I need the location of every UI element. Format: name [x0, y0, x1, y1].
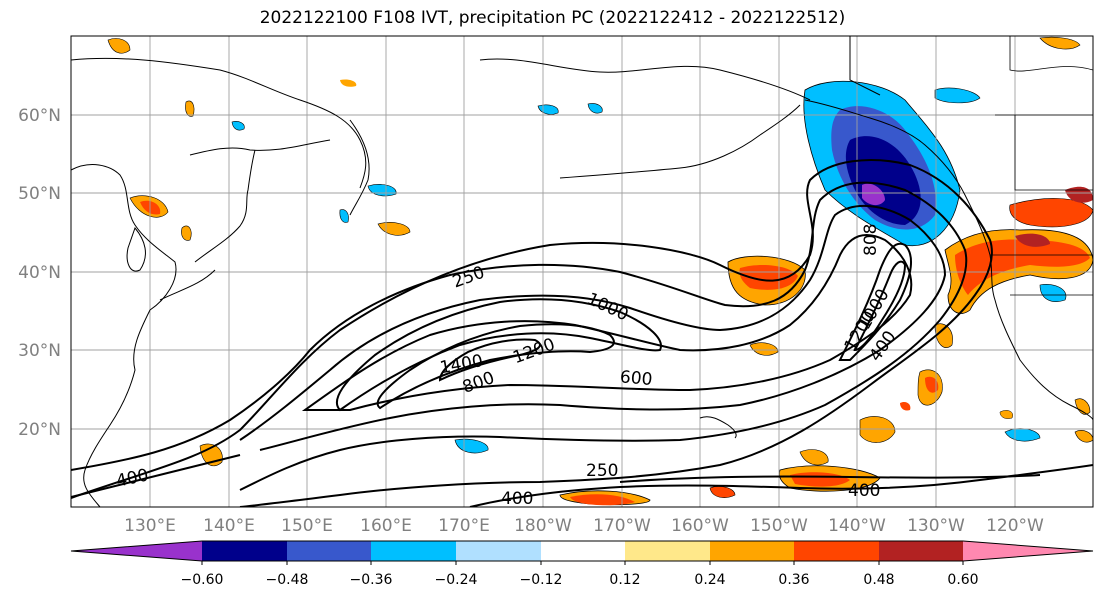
colorbar-segment — [541, 541, 625, 561]
contour-label: 400 — [848, 481, 880, 501]
coast-japan — [194, 149, 256, 263]
colorbar-segment — [794, 541, 879, 561]
lon-label: 170°E — [438, 516, 490, 536]
contour-label: 400 — [501, 489, 533, 509]
lat-label: 40°N — [18, 263, 61, 283]
colorbar-tick-label: −0.24 — [434, 572, 478, 588]
lon-label: 120°W — [986, 516, 1044, 536]
gridlines — [71, 36, 1093, 507]
colorbar-segment — [625, 541, 710, 561]
coast-siberia — [71, 57, 367, 189]
contour-label: 600 — [619, 367, 653, 390]
coastlines — [71, 36, 1093, 507]
contour-250-bottom — [619, 474, 1041, 483]
colorbar-segment — [202, 541, 287, 561]
contour-1000 — [335, 298, 662, 412]
plot-frame — [70, 35, 1094, 508]
colorbar-tick-label: 0.60 — [947, 572, 979, 588]
colorbar-segment — [287, 541, 371, 561]
contour-1000-east — [853, 260, 907, 352]
coast-bering-east — [479, 58, 811, 101]
coast-alaska — [804, 99, 1093, 421]
lon-label: 180°W — [514, 516, 572, 536]
lat-labels: 60°N 50°N 40°N 30°N 20°N — [18, 106, 61, 440]
lon-label: 130°W — [907, 516, 965, 536]
colorbar — [70, 540, 1094, 565]
contour-400-outer — [71, 181, 968, 491]
contour-600 — [239, 204, 947, 451]
lon-label: 160°E — [360, 516, 412, 536]
plot-area: 250 1000 1200 1400 800 600 808 1200 1000… — [71, 36, 1093, 509]
contour-250 — [71, 159, 993, 507]
contour-800 — [301, 234, 913, 411]
lon-labels: 130°E 140°E 150°E 160°E 170°E 180°W 170°… — [124, 516, 1044, 536]
colorbar-tick-label: 0.12 — [609, 572, 641, 588]
lon-label: 160°W — [671, 516, 729, 536]
colorbar-segment — [456, 541, 541, 561]
contour-label: 808 — [861, 224, 881, 256]
lon-label: 150°E — [281, 516, 333, 536]
lon-label: 140°W — [828, 516, 886, 536]
lat-label: 20°N — [18, 420, 61, 440]
colorbar-extend-max — [963, 541, 1093, 561]
lat-label: 60°N — [18, 106, 61, 126]
colorbar-tick-label: 0.48 — [863, 572, 895, 588]
lon-label: 170°W — [593, 516, 651, 536]
coast-kamchatka — [349, 119, 370, 216]
coast-aleutians — [559, 104, 801, 179]
lon-label: 140°E — [203, 516, 255, 536]
shade-negative-dark — [845, 136, 921, 225]
contour-1400 — [438, 338, 541, 382]
shade-negative-extreme — [862, 183, 885, 206]
lat-label: 50°N — [18, 184, 61, 204]
map-title: 2022122100 F108 IVT, precipitation PC (2… — [259, 8, 846, 28]
colorbar-segment — [371, 541, 456, 561]
colorbar-tick-label: −0.36 — [349, 572, 393, 588]
coast-asia — [71, 164, 177, 507]
contour-800-east — [838, 242, 912, 361]
lon-label: 150°W — [750, 516, 808, 536]
colorbar-tick-label: 0.24 — [694, 572, 726, 588]
colorbar-tick-label: −0.48 — [265, 572, 309, 588]
borders — [990, 36, 1093, 296]
colorbar-segment — [879, 541, 963, 561]
lat-label: 30°N — [18, 341, 61, 361]
colorbar-tick-label: −0.60 — [180, 572, 224, 588]
coast-korea — [126, 227, 146, 272]
contour-1200 — [376, 323, 615, 410]
colorbar-segment — [710, 541, 794, 561]
contour-400-south — [71, 454, 241, 498]
coast-hawaii — [699, 416, 737, 439]
colorbar-extend-min — [71, 541, 203, 561]
colorbar-tick-label: 0.36 — [778, 572, 810, 588]
ivt-contours — [71, 159, 1093, 507]
colorbar-tick-label: −0.12 — [519, 572, 563, 588]
contour-label: 250 — [586, 461, 618, 481]
lon-label: 130°E — [124, 516, 176, 536]
